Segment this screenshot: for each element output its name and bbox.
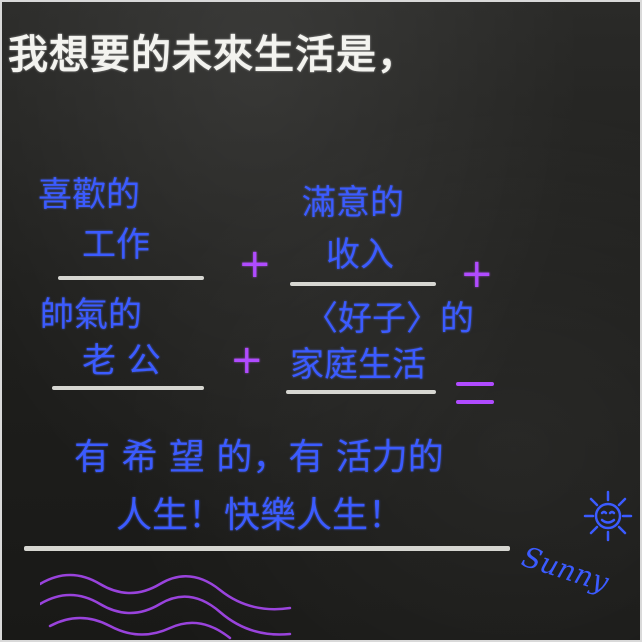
wish-income-line1: 滿意的 [302,183,404,223]
chalk-underline [52,386,204,390]
plus-sign: + [230,337,264,383]
chalk-underline [290,282,436,286]
wish-husband-line1: 帥氣的 [40,295,142,335]
chalk-underline [286,390,436,394]
wish-job-line2: 工作 [82,225,150,265]
wish-family-line1: 〈好子〉的 [304,299,474,339]
smiling-sun-icon [583,490,633,542]
plus-sign: + [460,251,494,297]
equals-sign-bottom [456,400,494,404]
wave-doodle-icon [40,573,292,640]
wish-family-line2: 家庭生活 [290,345,426,385]
stencil-heading: 我想要的未來生活是， [8,32,418,78]
equals-sign-top [456,382,494,386]
wish-income-line2: 收入 [326,235,394,275]
plus-sign: + [238,241,272,287]
chalk-underline-long [24,546,510,551]
chalk-underline [58,276,204,280]
wish-job-line1: 喜歡的 [38,175,140,215]
signature: Sunny [517,540,613,599]
conclusion-line2: 人生！快樂人生！ [116,495,405,536]
wish-husband-line2: 老 公 [82,341,161,381]
conclusion-line1: 有 希 望 的，有 活力的 [74,437,444,478]
